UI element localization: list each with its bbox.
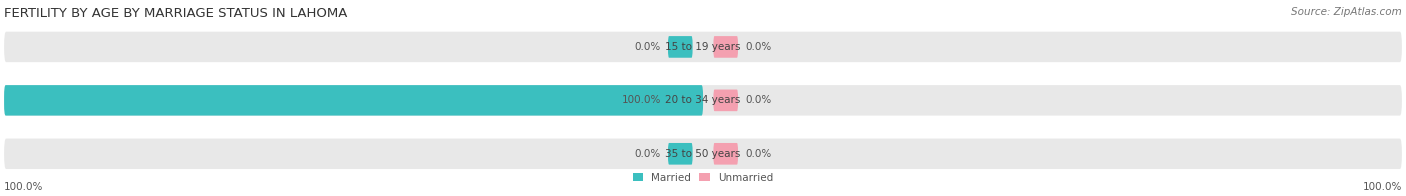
- FancyBboxPatch shape: [4, 32, 1402, 62]
- FancyBboxPatch shape: [713, 36, 738, 58]
- Text: 100.0%: 100.0%: [1362, 181, 1402, 191]
- Text: 0.0%: 0.0%: [636, 42, 661, 52]
- FancyBboxPatch shape: [4, 139, 1402, 169]
- Text: Source: ZipAtlas.com: Source: ZipAtlas.com: [1291, 7, 1402, 17]
- FancyBboxPatch shape: [4, 85, 703, 116]
- Text: 35 to 50 years: 35 to 50 years: [665, 149, 741, 159]
- FancyBboxPatch shape: [713, 143, 738, 165]
- Text: 100.0%: 100.0%: [621, 95, 661, 105]
- FancyBboxPatch shape: [668, 143, 693, 165]
- Legend: Married, Unmarried: Married, Unmarried: [628, 169, 778, 187]
- Text: 0.0%: 0.0%: [636, 149, 661, 159]
- Text: 100.0%: 100.0%: [4, 181, 44, 191]
- FancyBboxPatch shape: [4, 85, 1402, 116]
- Text: 0.0%: 0.0%: [745, 42, 770, 52]
- FancyBboxPatch shape: [668, 36, 693, 58]
- Text: 15 to 19 years: 15 to 19 years: [665, 42, 741, 52]
- Text: 0.0%: 0.0%: [745, 149, 770, 159]
- Text: 0.0%: 0.0%: [745, 95, 770, 105]
- Text: FERTILITY BY AGE BY MARRIAGE STATUS IN LAHOMA: FERTILITY BY AGE BY MARRIAGE STATUS IN L…: [4, 7, 347, 20]
- FancyBboxPatch shape: [668, 90, 693, 111]
- FancyBboxPatch shape: [713, 90, 738, 111]
- Text: 20 to 34 years: 20 to 34 years: [665, 95, 741, 105]
